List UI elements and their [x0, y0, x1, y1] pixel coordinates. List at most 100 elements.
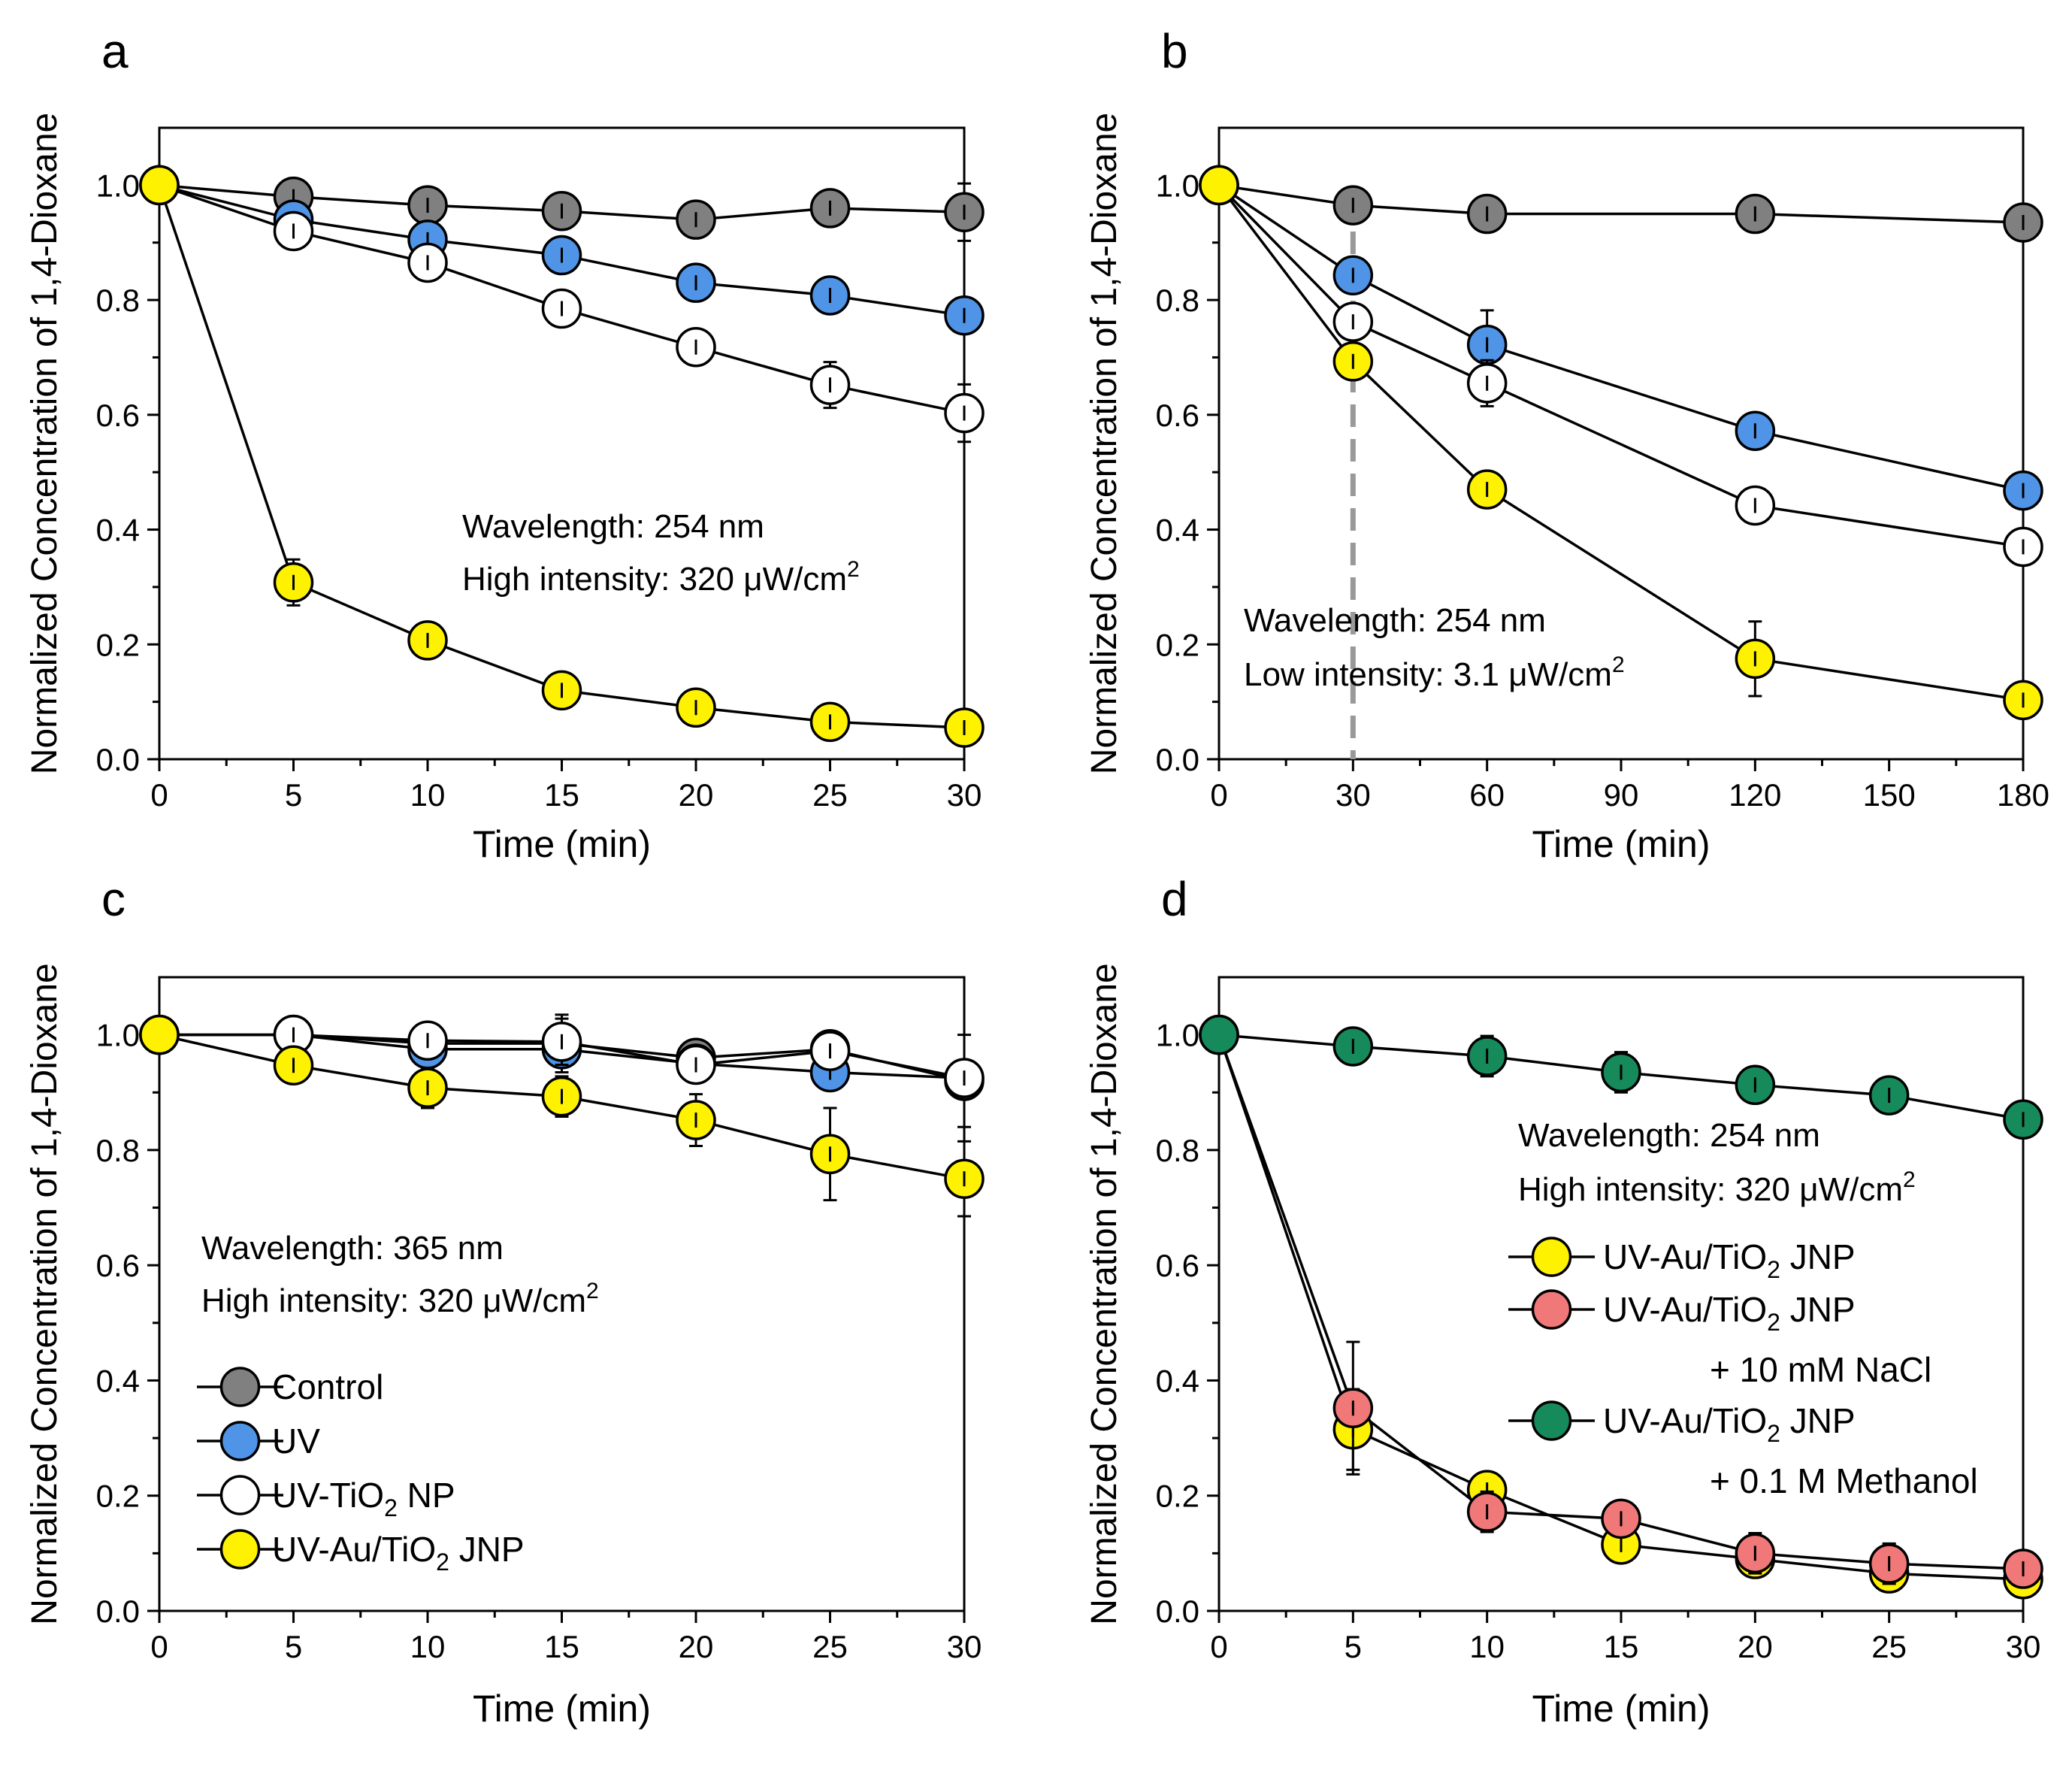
y-tick-label: 0.0 [1156, 742, 1199, 777]
x-tick-label: 30 [1335, 777, 1371, 813]
y-tick-label: 1.0 [96, 168, 140, 203]
y-tick-label: 0.4 [1156, 513, 1199, 548]
x-tick-label: 20 [1738, 1629, 1773, 1664]
panel-d: d 0 5 10 15 20 25 30 0.0 0.2 0.4 0.6 0.8 1.0 Time (min… [1084, 872, 2043, 1730]
data-point [1199, 165, 1239, 206]
x-tick-label: 15 [1604, 1629, 1639, 1664]
x-tick-label: 25 [812, 777, 848, 813]
x-tick-label: 90 [1604, 777, 1639, 813]
legend-label: UV-Au/TiO2 JNP [272, 1530, 525, 1576]
x-axis-label: Time (min) [1532, 823, 1710, 865]
y-tick-label: 0.6 [1156, 1248, 1199, 1283]
y-tick-label: 0.8 [96, 1133, 140, 1168]
y-tick-label: 0.2 [96, 1479, 140, 1514]
y-tick-label: 0.0 [1156, 1594, 1199, 1629]
x-tick-label: 5 [285, 777, 302, 813]
series-group [1199, 1014, 2043, 1600]
y-axis-label: Normalized Concentration of 1,4-Dioxane [1084, 113, 1124, 774]
data-point [139, 165, 180, 206]
y-tick-label: 0.0 [96, 742, 140, 777]
legend-marker [219, 1367, 261, 1407]
x-tick-label: 30 [2006, 1629, 2041, 1664]
y-tick-label: 0.2 [96, 627, 140, 662]
legend-marker [1531, 1237, 1572, 1277]
x-tick-label: 150 [1863, 777, 1916, 813]
y-tick-label: 0.8 [1156, 1133, 1199, 1168]
annotation-text: Wavelength: 365 nm [201, 1230, 504, 1267]
legend-marker [219, 1475, 261, 1515]
panel-c: c 0 5 10 15 20 25 30 0.0 0.2 0.4 0.6 0.8 1.0 Time (min… [25, 872, 985, 1730]
y-tick-label: 0.8 [96, 283, 140, 318]
panel-letter: d [1161, 872, 1188, 926]
panel-letter: a [101, 24, 129, 78]
data-point [1199, 1014, 1239, 1055]
annotation-text: Wavelength: 254 nm [1518, 1117, 1820, 1154]
x-tick-label: 10 [1469, 1629, 1505, 1664]
y-tick-label: 0.2 [1156, 1479, 1199, 1514]
x-tick-label: 20 [679, 777, 714, 813]
annotation-text: High intensity: 320 μW/cm2 [462, 557, 860, 598]
panel-a: a 0 5 10 15 20 25 30 0.0 0.2 0.4 0.6 0.8 1.0 Time (min… [25, 24, 985, 865]
legend-marker [219, 1529, 261, 1570]
annotation-text: Wavelength: 254 nm [1244, 602, 1546, 639]
x-tick-label: 30 [947, 777, 982, 813]
y-tick-label: 0.4 [96, 1363, 140, 1398]
x-tick-label: 30 [947, 1629, 982, 1664]
x-tick-label: 10 [410, 1629, 446, 1664]
x-axis-label: Time (min) [1532, 1688, 1710, 1730]
annotation-text: High intensity: 320 μW/cm2 [1518, 1167, 1916, 1208]
annotation-text: Wavelength: 254 nm [462, 508, 764, 545]
data-point [139, 1014, 180, 1055]
x-tick-label: 0 [150, 1629, 168, 1664]
y-axis-label: Normalized Concentration of 1,4-Dioxane [25, 963, 65, 1624]
y-tick-label: 0.4 [1156, 1363, 1199, 1398]
y-tick-label: 0.4 [96, 513, 140, 548]
legend-label: UV-Au/TiO2 JNP [1603, 1237, 1856, 1283]
panel-letter: b [1161, 24, 1188, 78]
legend-marker [1531, 1400, 1572, 1441]
y-tick-label: 0.0 [96, 1594, 140, 1629]
x-axis-label: Time (min) [473, 1688, 651, 1730]
x-tick-label: 25 [812, 1629, 848, 1664]
legend-marker [219, 1421, 261, 1461]
legend: Control UV UV-TiO2 NP UV-Au/TiO2 JNP [197, 1367, 525, 1576]
x-tick-label: 20 [679, 1629, 714, 1664]
legend-label: UV-Au/TiO2 JNP [1603, 1401, 1856, 1447]
x-tick-label: 10 [410, 777, 446, 813]
x-tick-label: 15 [544, 1629, 579, 1664]
x-tick-label: 15 [544, 777, 579, 813]
annotation-text: High intensity: 320 μW/cm2 [201, 1279, 599, 1319]
legend-label: Control [272, 1367, 383, 1406]
y-tick-label: 0.6 [96, 398, 140, 433]
y-axis-label: Normalized Concentration of 1,4-Dioxane [25, 113, 65, 774]
panel-b: b 0 30 60 90 120 150 180 0.0 0.2 0.4 0.6 0.8 1.0 Time … [1084, 24, 2049, 865]
y-tick-label: 1.0 [1156, 168, 1199, 203]
y-tick-label: 1.0 [96, 1018, 140, 1053]
legend: UV-Au/TiO2 JNP UV-Au/TiO2 JNP + 10 mM NaCl… [1508, 1237, 1978, 1500]
series-group [139, 165, 985, 748]
y-tick-label: 0.6 [96, 1248, 140, 1283]
y-tick-label: 0.2 [1156, 627, 1199, 662]
legend-label-extra: + 0.1 M Methanol [1710, 1461, 1978, 1500]
x-tick-label: 60 [1469, 777, 1505, 813]
x-tick-label: 0 [1210, 1629, 1227, 1664]
x-tick-label: 120 [1729, 777, 1781, 813]
y-tick-label: 0.8 [1156, 283, 1199, 318]
x-tick-label: 5 [1345, 1629, 1362, 1664]
x-axis-label: Time (min) [473, 823, 651, 865]
x-tick-label: 0 [150, 777, 168, 813]
y-tick-label: 1.0 [1156, 1018, 1199, 1053]
legend-marker [1531, 1289, 1572, 1330]
legend-label: UV-TiO2 NP [272, 1476, 455, 1521]
legend-label-extra: + 10 mM NaCl [1710, 1350, 1931, 1389]
series-group [1199, 165, 2043, 721]
y-axis-label: Normalized Concentration of 1,4-Dioxane [1084, 963, 1124, 1624]
panel-letter: c [101, 872, 126, 926]
x-tick-label: 25 [1871, 1629, 1907, 1664]
x-tick-label: 5 [285, 1629, 302, 1664]
legend-label: UV-Au/TiO2 JNP [1603, 1290, 1856, 1336]
x-tick-label: 180 [1997, 777, 2049, 813]
annotation-text: Low intensity: 3.1 μW/cm2 [1244, 652, 1625, 693]
y-tick-label: 0.6 [1156, 398, 1199, 433]
